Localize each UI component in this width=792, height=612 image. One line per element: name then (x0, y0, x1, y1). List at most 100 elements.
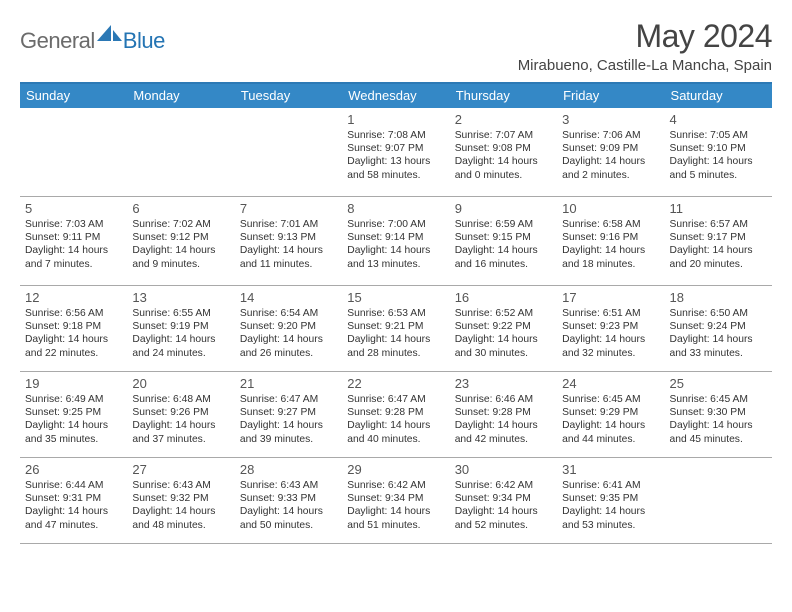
daylight-line: Daylight: 14 hours and 13 minutes. (347, 244, 444, 270)
sunset-line: Sunset: 9:29 PM (562, 406, 659, 419)
sunset-line: Sunset: 9:12 PM (132, 231, 229, 244)
day-cell: 31Sunrise: 6:41 AMSunset: 9:35 PMDayligh… (557, 458, 664, 543)
day-cell: 7Sunrise: 7:01 AMSunset: 9:13 PMDaylight… (235, 197, 342, 285)
sunset-line: Sunset: 9:18 PM (25, 320, 122, 333)
day-number: 7 (240, 201, 337, 216)
day-number: 13 (132, 290, 229, 305)
day-cell: 2Sunrise: 7:07 AMSunset: 9:08 PMDaylight… (450, 108, 557, 196)
day-cell: 25 Sunrise: 6:45 AMSunset: 9:30 PMDayligh… (665, 372, 772, 457)
daylight-line: Daylight: 14 hours and 30 minutes. (455, 333, 552, 359)
sunrise-line: Sunrise: 6:43 AM (132, 479, 229, 492)
day-number: 17 (562, 290, 659, 305)
day-details: Sunrise: 6:49 AMSunset: 9:25 PMDaylight:… (25, 393, 122, 446)
sunrise-line: Sunrise: 6:51 AM (562, 307, 659, 320)
daylight-line: Daylight: 14 hours and 22 minutes. (25, 333, 122, 359)
weekday-header: Monday (127, 84, 234, 108)
sunset-line: Sunset: 9:15 PM (455, 231, 552, 244)
month-title: May 2024 (518, 18, 772, 55)
day-details: Sunrise: 6:43 AMSunset: 9:32 PMDaylight:… (132, 479, 229, 532)
sunrise-line: Sunrise: 6:47 AM (240, 393, 337, 406)
day-details: Sunrise: 7:02 AMSunset: 9:12 PMDaylight:… (132, 218, 229, 271)
day-number: 5 (25, 201, 122, 216)
sunset-line: Sunset: 9:10 PM (670, 142, 767, 155)
week-row: 1Sunrise: 7:08 AMSunset: 9:07 PMDaylight… (20, 108, 772, 197)
day-number: 19 (25, 376, 122, 391)
sunset-line: Sunset: 9:07 PM (347, 142, 444, 155)
daylight-line: Daylight: 14 hours and 51 minutes. (347, 505, 444, 531)
sunrise-line: Sunrise: 6:52 AM (455, 307, 552, 320)
day-details: Sunrise: 6:51 AMSunset: 9:23 PMDaylight:… (562, 307, 659, 360)
day-number: 25 (670, 376, 767, 391)
day-details: Sunrise: 7:06 AMSunset: 9:09 PMDaylight:… (562, 129, 659, 182)
sunset-line: Sunset: 9:34 PM (455, 492, 552, 505)
sunrise-line: Sunrise: 7:07 AM (455, 129, 552, 142)
day-cell: 17 Sunrise: 6:51 AMSunset: 9:23 PMDayligh… (557, 286, 664, 371)
weekday-header: Tuesday (235, 84, 342, 108)
daylight-line: Daylight: 14 hours and 52 minutes. (455, 505, 552, 531)
daylight-line: Daylight: 13 hours and 58 minutes. (347, 155, 444, 181)
daylight-line: Daylight: 14 hours and 24 minutes. (132, 333, 229, 359)
sunset-line: Sunset: 9:32 PM (132, 492, 229, 505)
day-cell: 23Sunrise: 6:46 AMSunset: 9:28 PMDayligh… (450, 372, 557, 457)
day-cell: 24Sunrise: 6:45 AMSunset: 9:29 PMDayligh… (557, 372, 664, 457)
sunrise-line: Sunrise: 6:53 AM (347, 307, 444, 320)
sunrise-line: Sunrise: 7:08 AM (347, 129, 444, 142)
empty-cell (665, 458, 772, 543)
sunset-line: Sunset: 9:11 PM (25, 231, 122, 244)
sunrise-line: Sunrise: 6:42 AM (455, 479, 552, 492)
day-details: Sunrise: 7:00 AMSunset: 9:14 PMDaylight:… (347, 218, 444, 271)
day-cell: 11Sunrise: 6:57 AMSunset: 9:17 PMDayligh… (665, 197, 772, 285)
sunrise-line: Sunrise: 6:45 AM (670, 393, 767, 406)
sunrise-line: Sunrise: 6:58 AM (562, 218, 659, 231)
sunrise-line: Sunrise: 6:45 AM (562, 393, 659, 406)
sunset-line: Sunset: 9:09 PM (562, 142, 659, 155)
sail-icon (97, 24, 123, 47)
day-details: Sunrise: 6:54 AMSunset: 9:20 PMDaylight:… (240, 307, 337, 360)
day-details: Sunrise: 6:41 AMSunset: 9:35 PMDaylight:… (562, 479, 659, 532)
sunset-line: Sunset: 9:08 PM (455, 142, 552, 155)
sunset-line: Sunset: 9:31 PM (25, 492, 122, 505)
daylight-line: Daylight: 14 hours and 37 minutes. (132, 419, 229, 445)
day-number: 6 (132, 201, 229, 216)
day-details: Sunrise: 6:45 AMSunset: 9:29 PMDaylight:… (562, 393, 659, 446)
day-number: 26 (25, 462, 122, 477)
daylight-line: Daylight: 14 hours and 32 minutes. (562, 333, 659, 359)
day-number: 10 (562, 201, 659, 216)
day-number: 27 (132, 462, 229, 477)
location-label: Mirabueno, Castille-La Mancha, Spain (518, 57, 772, 74)
day-details: Sunrise: 6:53 AMSunset: 9:21 PMDaylight:… (347, 307, 444, 360)
empty-cell (20, 108, 127, 196)
day-number: 21 (240, 376, 337, 391)
day-number: 23 (455, 376, 552, 391)
day-details: Sunrise: 6:45 AMSunset: 9:30 PMDaylight:… (670, 393, 767, 446)
weekday-header: Wednesday (342, 84, 449, 108)
sunset-line: Sunset: 9:28 PM (347, 406, 444, 419)
day-cell: 22Sunrise: 6:47 AMSunset: 9:28 PMDayligh… (342, 372, 449, 457)
sunrise-line: Sunrise: 6:50 AM (670, 307, 767, 320)
day-details: Sunrise: 7:08 AMSunset: 9:07 PMDaylight:… (347, 129, 444, 182)
daylight-line: Daylight: 14 hours and 42 minutes. (455, 419, 552, 445)
day-cell: 9Sunrise: 6:59 AMSunset: 9:15 PMDaylight… (450, 197, 557, 285)
daylight-line: Daylight: 14 hours and 7 minutes. (25, 244, 122, 270)
weekday-header-row: SundayMondayTuesdayWednesdayThursdayFrid… (20, 84, 772, 108)
day-details: Sunrise: 6:44 AMSunset: 9:31 PMDaylight:… (25, 479, 122, 532)
day-cell: 16Sunrise: 6:52 AMSunset: 9:22 PMDayligh… (450, 286, 557, 371)
day-number: 2 (455, 112, 552, 127)
day-details: Sunrise: 6:42 AMSunset: 9:34 PMDaylight:… (347, 479, 444, 532)
day-number: 29 (347, 462, 444, 477)
day-details: Sunrise: 6:57 AMSunset: 9:17 PMDaylight:… (670, 218, 767, 271)
day-number: 18 (670, 290, 767, 305)
daylight-line: Daylight: 14 hours and 11 minutes. (240, 244, 337, 270)
sunrise-line: Sunrise: 6:44 AM (25, 479, 122, 492)
empty-cell (235, 108, 342, 196)
day-cell: 14Sunrise: 6:54 AMSunset: 9:20 PMDayligh… (235, 286, 342, 371)
day-number: 4 (670, 112, 767, 127)
day-details: Sunrise: 6:47 AMSunset: 9:28 PMDaylight:… (347, 393, 444, 446)
daylight-line: Daylight: 14 hours and 45 minutes. (670, 419, 767, 445)
sunset-line: Sunset: 9:28 PM (455, 406, 552, 419)
sunset-line: Sunset: 9:25 PM (25, 406, 122, 419)
sunrise-line: Sunrise: 6:42 AM (347, 479, 444, 492)
day-number: 16 (455, 290, 552, 305)
day-cell: 18Sunrise: 6:50 AMSunset: 9:24 PMDayligh… (665, 286, 772, 371)
sunrise-line: Sunrise: 6:55 AM (132, 307, 229, 320)
